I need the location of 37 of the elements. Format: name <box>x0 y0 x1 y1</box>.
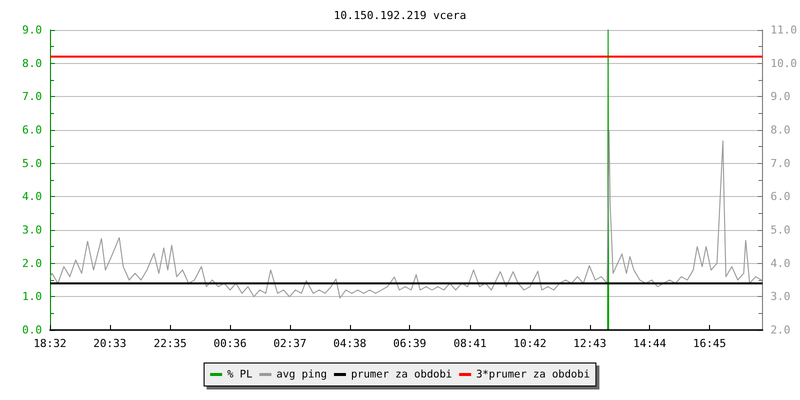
y2-tick-label: 7.0 <box>770 156 790 170</box>
legend-label: 3*prumer za obdobi <box>476 368 590 380</box>
y2-tick-label: 4.0 <box>770 256 790 270</box>
x-tick-label: 18:32 <box>33 337 67 350</box>
y-tick-label: 9.0 <box>22 24 42 36</box>
x-tick-label: 20:33 <box>93 337 126 350</box>
y2-tick-label: 10.0 <box>770 56 798 70</box>
y2-tick-label: 3.0 <box>770 290 790 304</box>
x-tick-label: 02:37 <box>273 337 307 350</box>
x-tick-label: 04:38 <box>333 337 366 350</box>
y-tick-label: 8.0 <box>22 56 42 70</box>
y2-tick-label: 2.0 <box>770 324 790 336</box>
y-tick-label: 7.0 <box>22 90 42 104</box>
y-tick-label: 3.0 <box>22 224 42 236</box>
x-tick-label: 14:44 <box>633 337 667 350</box>
y-tick-label: 0.0 <box>22 324 42 336</box>
legend-label: prumer za obdobi <box>350 368 452 380</box>
legend-label: avg ping <box>276 368 327 380</box>
y-tick-label: 6.0 <box>22 124 42 136</box>
chart-title: 10.150.192.219 vcera <box>334 9 466 22</box>
y2-tick-label: 6.0 <box>770 190 790 204</box>
y2-tick-label: 8.0 <box>770 124 790 136</box>
y-tick-label: 4.0 <box>22 190 42 204</box>
x-tick-label: 06:39 <box>393 337 426 350</box>
y-tick-label: 1.0 <box>22 290 42 304</box>
legend-label: % PL <box>227 368 252 380</box>
y2-tick-label: 9.0 <box>770 90 790 104</box>
x-tick-label: 16:45 <box>693 337 726 350</box>
y2-tick-label: 5.0 <box>770 224 790 236</box>
x-tick-label: 10:42 <box>513 337 547 350</box>
y-tick-label: 5.0 <box>22 156 42 170</box>
x-tick-label: 22:35 <box>154 337 187 350</box>
y2-tick-label: 11.0 <box>770 24 798 36</box>
x-tick-label: 00:36 <box>214 337 247 350</box>
x-tick-label: 08:41 <box>454 337 487 350</box>
x-tick-label: 12:43 <box>573 337 606 350</box>
y-tick-label: 2.0 <box>22 256 42 270</box>
